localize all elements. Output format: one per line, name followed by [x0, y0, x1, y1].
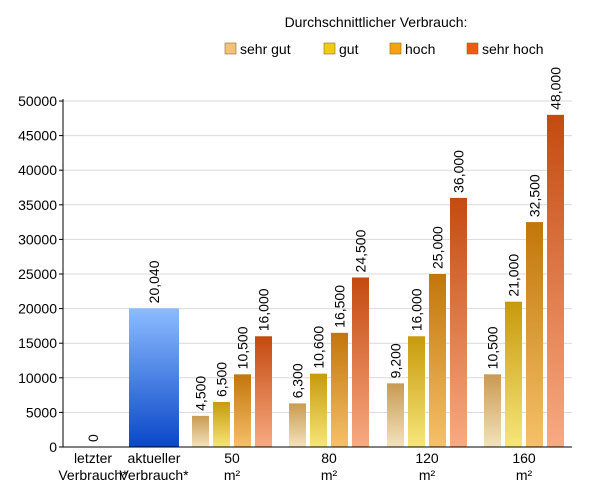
y-tick-label: 20000 — [18, 301, 57, 317]
legend: sehr gut gut hoch sehr hoch — [224, 41, 543, 57]
bar-hoch — [331, 332, 348, 447]
legend-label: gut — [339, 41, 359, 57]
data-label: 0 — [85, 434, 101, 442]
y-tick-label: 0 — [49, 439, 57, 455]
y-tick-label: 5000 — [26, 404, 57, 420]
bar-hoch — [429, 274, 446, 447]
bar-sehr-gut — [289, 403, 306, 447]
bar-sehr-hoch — [547, 114, 564, 447]
x-tick-label: 80 m² — [321, 450, 338, 483]
data-label: 21,000 — [506, 254, 522, 297]
bar-gut — [408, 336, 425, 447]
x-tick-label: 160 m² — [512, 450, 536, 483]
x-tick-label: 120 m² — [415, 450, 439, 483]
legend-swatch — [466, 42, 479, 55]
data-label: 9,200 — [388, 343, 404, 378]
x-tick-label: letzter Verbrauch* — [58, 450, 128, 483]
legend-swatch — [323, 42, 336, 55]
x-tick-label: aktueller Verbrauch* — [119, 450, 189, 483]
data-label: 6,500 — [214, 362, 230, 397]
data-label: 32,500 — [527, 174, 543, 217]
y-tick-label: 45000 — [18, 128, 57, 144]
data-label: 20,040 — [146, 260, 162, 303]
y-tick-label: 10000 — [18, 370, 57, 386]
bar-sehr-hoch — [450, 197, 467, 447]
data-label: 6,300 — [290, 363, 306, 398]
data-label: 10,600 — [311, 326, 327, 369]
legend-label: sehr hoch — [482, 41, 543, 57]
axes: 0 5000 10000 15000 20000 25000 30000 35000 40000… — [18, 93, 572, 455]
bar-gut — [310, 373, 327, 447]
legend-label: hoch — [405, 41, 435, 57]
y-tick-label: 35000 — [18, 197, 57, 213]
bar-sehr-hoch — [255, 336, 272, 447]
category-labels: 0 letzter Verbrauch* 20,040 aktueller Verbrau… — [58, 67, 563, 483]
bar-hoch — [234, 374, 251, 447]
data-label: 10,500 — [485, 326, 501, 369]
bar-hoch — [526, 222, 543, 447]
data-label: 16,000 — [256, 288, 272, 331]
legend-label: sehr gut — [240, 41, 291, 57]
bar-sehr-gut — [387, 383, 404, 447]
data-label: 24,500 — [353, 229, 369, 272]
bar-gut — [213, 402, 230, 447]
legend-swatch — [389, 42, 402, 55]
y-tick-label: 40000 — [18, 162, 57, 178]
y-tick-label: 25000 — [18, 266, 57, 282]
y-tick-label: 15000 — [18, 335, 57, 351]
data-label: 16,500 — [332, 285, 348, 328]
data-label: 4,500 — [193, 376, 209, 411]
x-tick-label: 50 m² — [224, 450, 241, 483]
legend-swatch — [224, 42, 237, 55]
bar-sehr-gut — [192, 415, 209, 447]
legend-title: Durchschnittlicher Verbrauch: — [285, 14, 468, 30]
bar-sehr-hoch — [352, 277, 369, 447]
y-tick-label: 50000 — [18, 93, 57, 109]
bar-single — [129, 308, 179, 447]
data-label: 25,000 — [430, 226, 446, 269]
data-label: 36,000 — [451, 150, 467, 193]
bars — [129, 114, 564, 447]
bar-sehr-gut — [484, 374, 501, 447]
bar-gut — [505, 301, 522, 447]
y-tick-label: 30000 — [18, 231, 57, 247]
data-label: 48,000 — [548, 67, 564, 110]
data-label: 10,500 — [235, 326, 251, 369]
data-label: 16,000 — [409, 288, 425, 331]
